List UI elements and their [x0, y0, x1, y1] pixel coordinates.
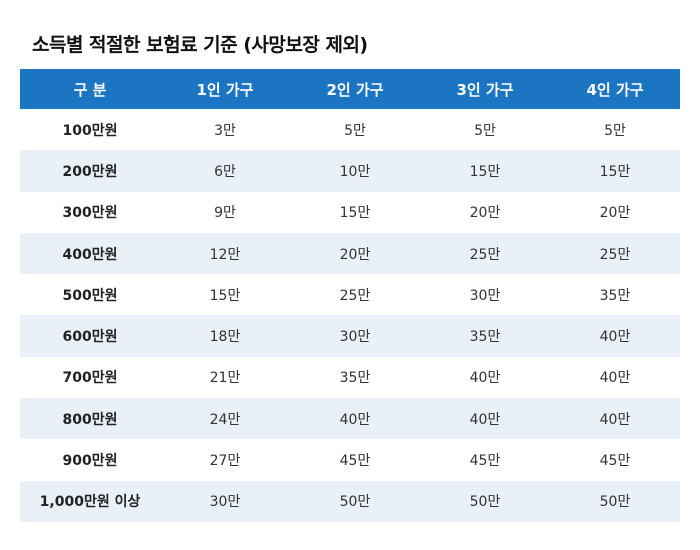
table-cell: 35만: [290, 356, 420, 399]
table-cell: 35만: [550, 274, 680, 316]
table-cell: 40만: [420, 356, 550, 399]
table-cell: 40만: [420, 398, 550, 440]
income-label: 100만원: [20, 109, 160, 151]
table-row: 900만원 27만 45만 45만 45만: [20, 439, 680, 481]
table-cell: 25만: [550, 232, 680, 275]
header-4-person: 4인 가구: [550, 69, 680, 109]
table-cell: 20만: [550, 191, 680, 233]
premium-table: 구 분 1인 가구 2인 가구 3인 가구 4인 가구 100만원 3만 5만 …: [20, 69, 680, 522]
income-label: 800만원: [20, 398, 160, 440]
table-cell: 40만: [550, 315, 680, 357]
income-label: 300만원: [20, 191, 160, 233]
income-label: 600만원: [20, 315, 160, 357]
table-cell: 27만: [160, 439, 290, 481]
table-cell: 15만: [290, 191, 420, 233]
header-1-person: 1인 가구: [160, 69, 290, 109]
table-cell: 9만: [160, 191, 290, 233]
table-cell: 45만: [290, 439, 420, 481]
table-cell: 24만: [160, 398, 290, 440]
table-cell: 25만: [290, 274, 420, 316]
table-cell: 15만: [550, 150, 680, 192]
table-cell: 30만: [420, 274, 550, 316]
table-cell: 5만: [420, 109, 550, 151]
income-label: 1,000만원 이상: [20, 480, 160, 522]
table-cell: 20만: [290, 232, 420, 275]
table-cell: 18만: [160, 315, 290, 357]
table-row: 600만원 18만 30만 35만 40만: [20, 315, 680, 357]
income-label: 900만원: [20, 439, 160, 481]
income-label: 200만원: [20, 150, 160, 192]
table-row: 400만원 12만 20만 25만 25만: [20, 232, 680, 275]
table-cell: 40만: [290, 398, 420, 440]
table-cell: 15만: [420, 150, 550, 192]
page-title: 소득별 적절한 보험료 기준 (사망보장 제외): [32, 34, 368, 56]
table-cell: 40만: [550, 398, 680, 440]
table-row: 200만원 6만 10만 15만 15만: [20, 150, 680, 192]
table-row: 500만원 15만 25만 30만 35만: [20, 274, 680, 316]
table-cell: 30만: [160, 480, 290, 522]
table-cell: 50만: [420, 480, 550, 522]
table-cell: 50만: [290, 480, 420, 522]
header-category: 구 분: [20, 69, 160, 109]
table-row: 100만원 3만 5만 5만 5만: [20, 109, 680, 151]
table-row: 700만원 21만 35만 40만 40만: [20, 356, 680, 399]
premium-table-container: 구 분 1인 가구 2인 가구 3인 가구 4인 가구 100만원 3만 5만 …: [20, 69, 680, 522]
table-row: 800만원 24만 40만 40만 40만: [20, 398, 680, 440]
table-cell: 25만: [420, 232, 550, 275]
table-cell: 6만: [160, 150, 290, 192]
table-row: 300만원 9만 15만 20만 20만: [20, 191, 680, 233]
table-cell: 15만: [160, 274, 290, 316]
table-cell: 12만: [160, 232, 290, 275]
table-cell: 5만: [550, 109, 680, 151]
header-2-person: 2인 가구: [290, 69, 420, 109]
income-label: 400만원: [20, 232, 160, 275]
table-cell: 5만: [290, 109, 420, 151]
income-label: 700만원: [20, 356, 160, 399]
table-cell: 10만: [290, 150, 420, 192]
table-cell: 20만: [420, 191, 550, 233]
table-cell: 30만: [290, 315, 420, 357]
table-cell: 45만: [420, 439, 550, 481]
table-cell: 3만: [160, 109, 290, 151]
table-cell: 35만: [420, 315, 550, 357]
table-cell: 40만: [550, 356, 680, 399]
table-header-row: 구 분 1인 가구 2인 가구 3인 가구 4인 가구: [20, 69, 680, 109]
table-cell: 21만: [160, 356, 290, 399]
header-3-person: 3인 가구: [420, 69, 550, 109]
table-row: 1,000만원 이상 30만 50만 50만 50만: [20, 480, 680, 522]
table-cell: 50만: [550, 480, 680, 522]
table-cell: 45만: [550, 439, 680, 481]
income-label: 500만원: [20, 274, 160, 316]
